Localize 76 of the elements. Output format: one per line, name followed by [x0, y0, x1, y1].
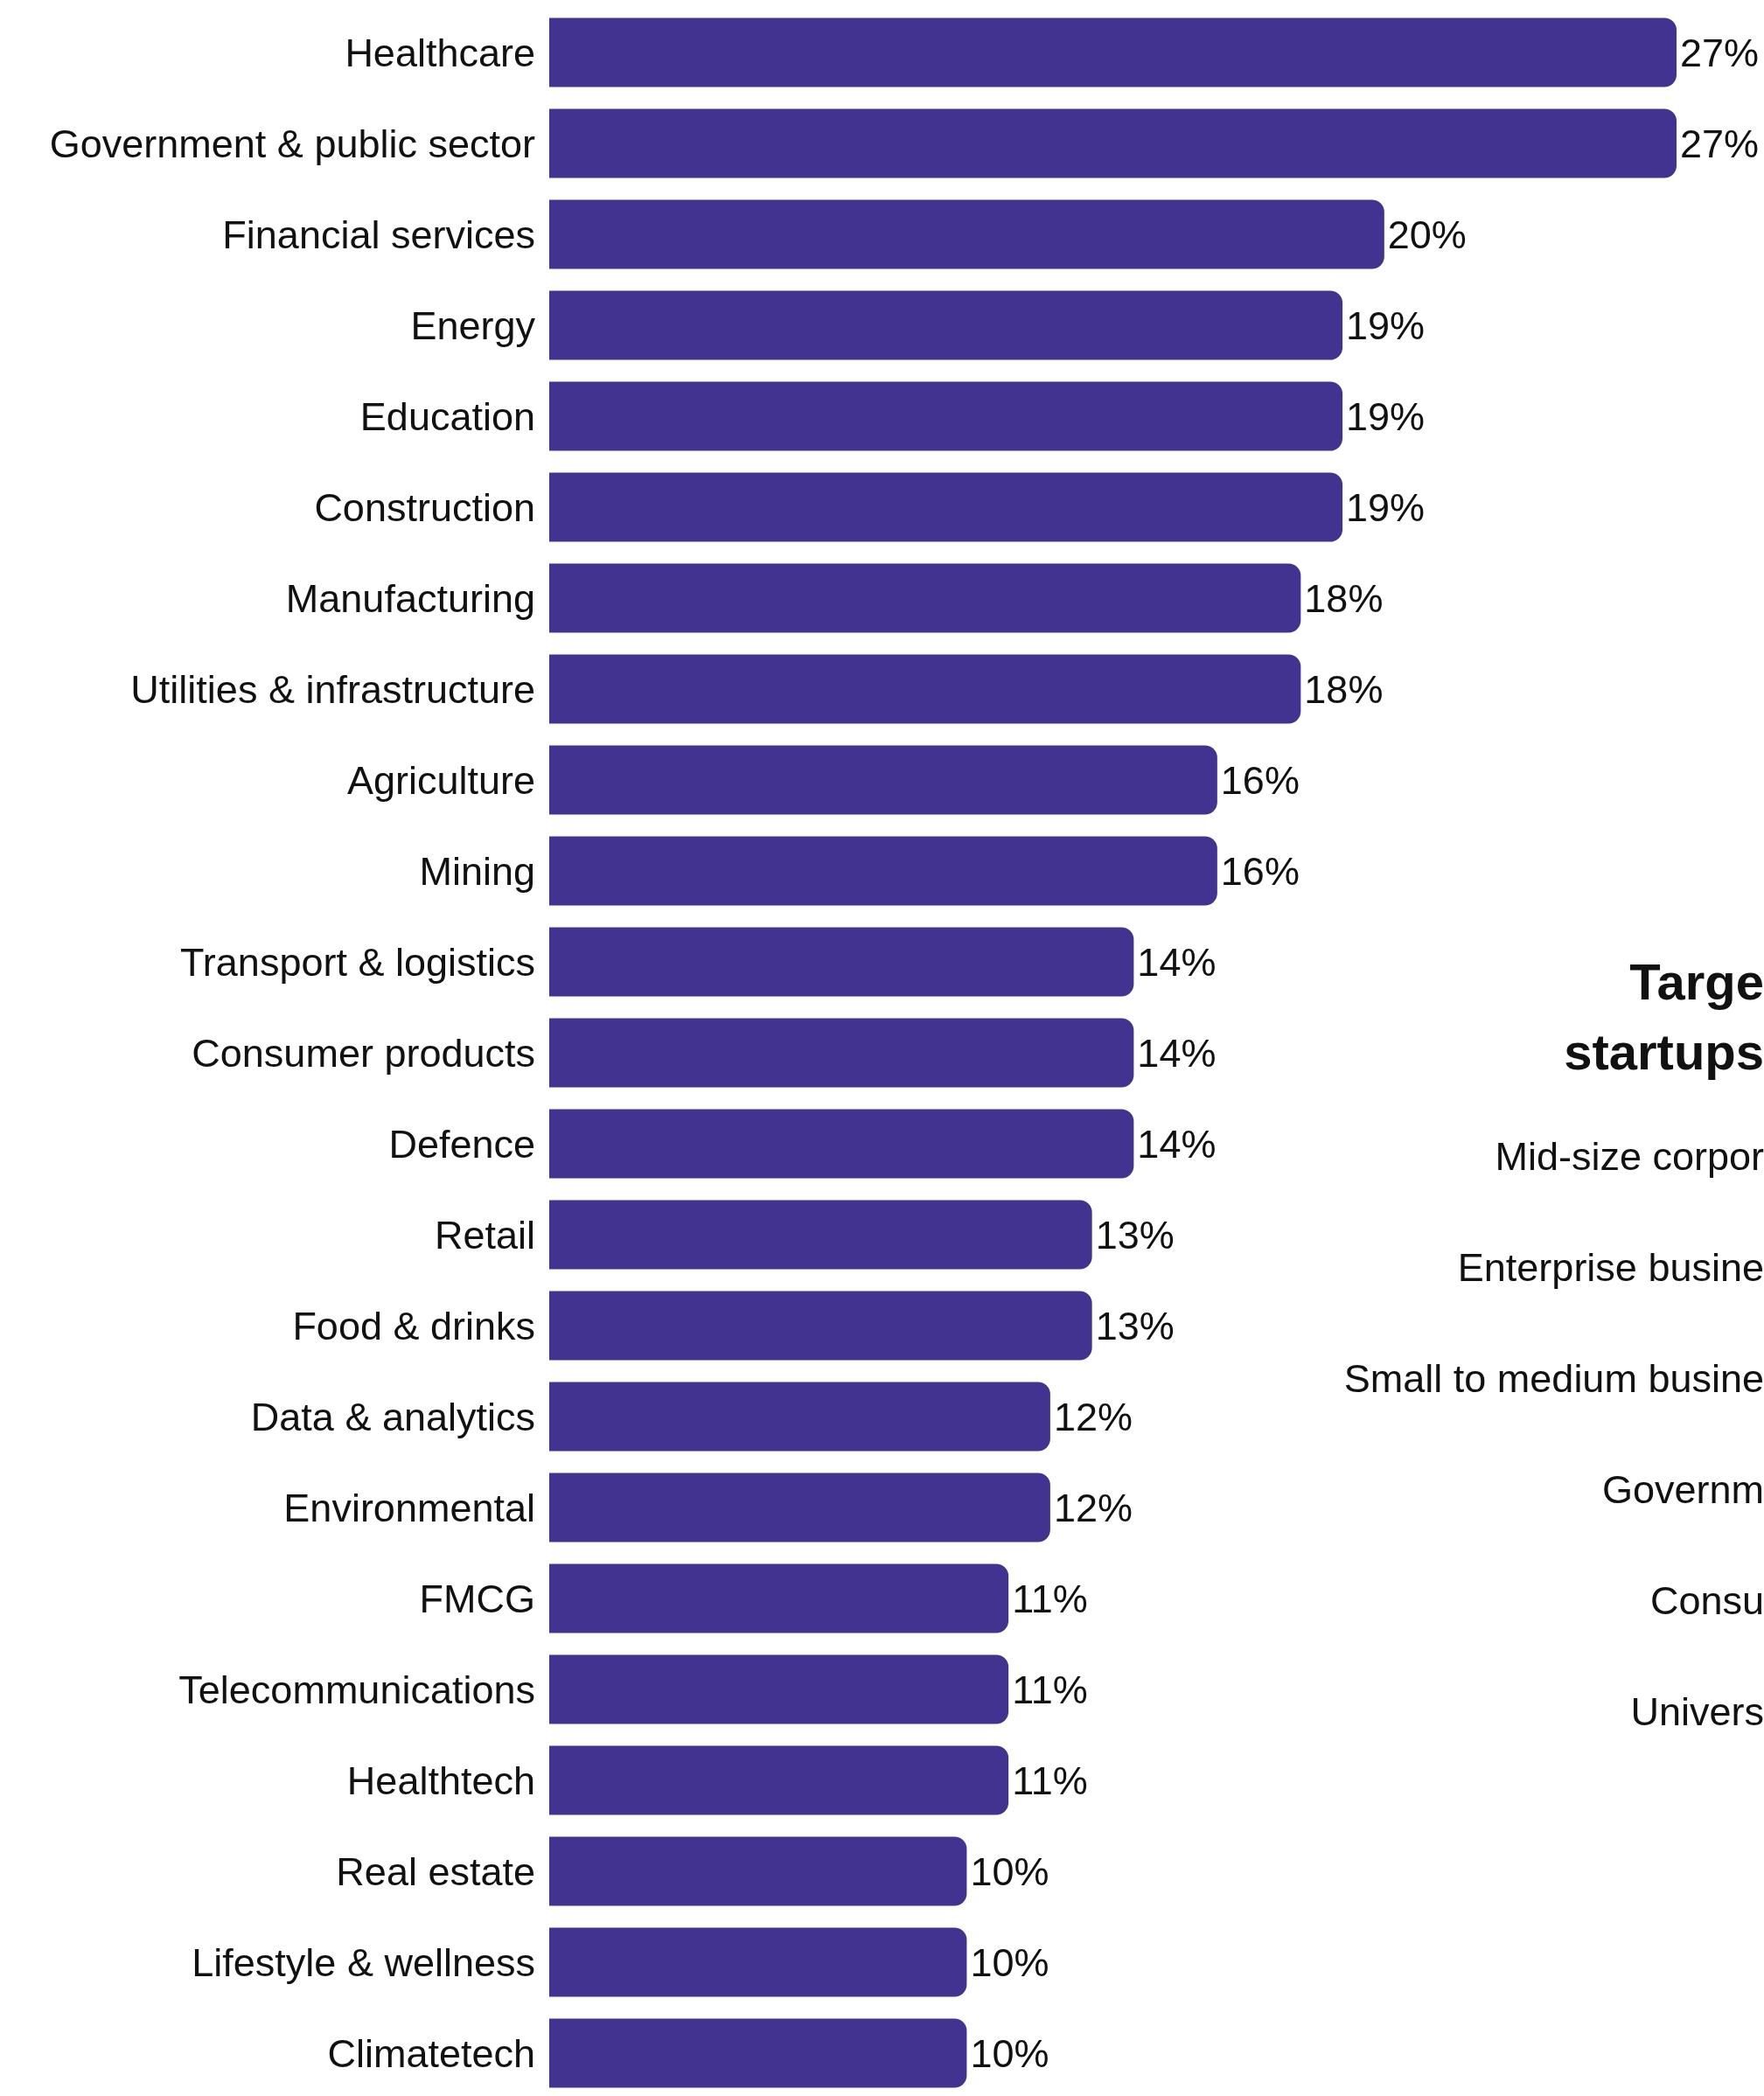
- bar: [549, 472, 1343, 542]
- data-label: 27%: [1680, 30, 1760, 75]
- bar: [549, 927, 1134, 997]
- annotation: Consu: [1649, 1577, 1764, 1625]
- y-tick-label: Environmental: [283, 1485, 535, 1530]
- y-tick-label: Healthtech: [346, 1758, 535, 1803]
- data-label: 11%: [1012, 1667, 1088, 1712]
- bar: [549, 17, 1677, 87]
- bar: [549, 654, 1301, 724]
- bar: [549, 836, 1217, 906]
- data-label: 13%: [1095, 1212, 1175, 1257]
- bar: [549, 1291, 1092, 1361]
- data-label: 19%: [1346, 303, 1426, 348]
- annotation: Mid-size corpor: [1494, 1133, 1764, 1180]
- bar: [549, 1200, 1092, 1270]
- bar: [549, 199, 1384, 269]
- data-label: 12%: [1053, 1394, 1133, 1439]
- bar: [549, 1473, 1050, 1542]
- data-label: 14%: [1137, 939, 1217, 985]
- data-label: 27%: [1680, 121, 1760, 166]
- y-tick-label: FMCG: [419, 1576, 535, 1621]
- y-tick-label: Defence: [388, 1121, 535, 1166]
- annotation: Univers: [1629, 1689, 1764, 1736]
- y-tick-label: Telecommunications: [178, 1667, 535, 1712]
- data-label: 11%: [1012, 1758, 1088, 1803]
- y-tick-label: Data & analytics: [250, 1394, 535, 1439]
- bar: [549, 563, 1301, 633]
- y-tick-label: Climatetech: [327, 2030, 535, 2076]
- data-label: 12%: [1053, 1485, 1133, 1530]
- data-label: 19%: [1346, 393, 1426, 439]
- annotation: Enterprise busine: [1456, 1244, 1764, 1292]
- bar: [549, 1927, 967, 1997]
- y-tick-label: Lifestyle & wellness: [192, 1939, 535, 1985]
- y-tick-label: Education: [359, 393, 535, 439]
- y-tick-label: Real estate: [336, 1849, 535, 1894]
- data-label: 10%: [970, 1849, 1049, 1894]
- bar: [549, 1018, 1134, 1088]
- data-label: 10%: [970, 2030, 1049, 2076]
- y-tick-label: Food & drinks: [292, 1303, 535, 1348]
- bar: [549, 381, 1343, 451]
- bar: [549, 1382, 1050, 1452]
- bar: [549, 2018, 967, 2088]
- data-label: 10%: [970, 1939, 1049, 1985]
- annotation: Governm: [1600, 1466, 1764, 1514]
- bar: [549, 1563, 1009, 1633]
- data-label: 16%: [1220, 848, 1300, 894]
- y-tick-label: Financial services: [222, 212, 535, 257]
- bar: [549, 108, 1677, 178]
- bar: [549, 745, 1217, 815]
- bar: [549, 1836, 967, 1906]
- y-tick-label: Energy: [410, 303, 536, 348]
- bar: [549, 1654, 1009, 1724]
- annotation: Small to medium busine: [1342, 1355, 1764, 1403]
- y-tick-label: Construction: [314, 484, 535, 530]
- y-tick-label: Consumer products: [192, 1030, 535, 1076]
- bar: [549, 1745, 1009, 1815]
- bar: [549, 1109, 1134, 1179]
- data-label: 20%: [1387, 212, 1467, 257]
- data-label: 14%: [1137, 1030, 1217, 1076]
- data-label: 11%: [1012, 1576, 1088, 1621]
- data-label: 14%: [1137, 1121, 1217, 1166]
- y-tick-label: Manufacturing: [285, 575, 535, 621]
- data-label: 18%: [1304, 666, 1384, 712]
- data-label: 19%: [1346, 484, 1426, 530]
- y-tick-label: Government & public sector: [49, 121, 536, 166]
- y-tick-label: Retail: [434, 1212, 535, 1257]
- y-tick-label: Mining: [419, 848, 535, 894]
- data-label: 18%: [1304, 575, 1384, 621]
- y-tick-label: Utilities & infrastructure: [130, 666, 535, 712]
- data-label: 16%: [1220, 757, 1300, 803]
- y-tick-label: Transport & logistics: [180, 939, 535, 985]
- data-label: 13%: [1095, 1303, 1175, 1348]
- y-tick-label: Healthcare: [345, 30, 535, 75]
- text: Targe startups: [1563, 952, 1764, 1082]
- bar: [549, 290, 1343, 360]
- y-tick-label: Agriculture: [346, 757, 535, 803]
